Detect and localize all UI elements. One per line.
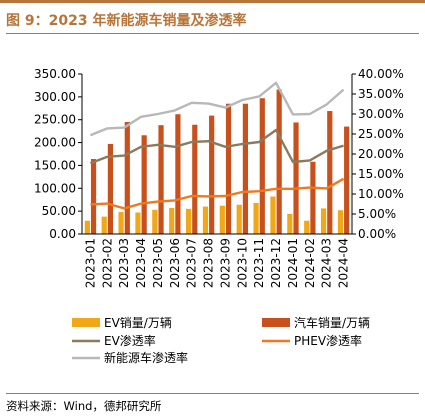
right-tick-label: 30.00%	[358, 107, 404, 121]
plot-area	[84, 81, 350, 235]
x-tick-label: 2023-06	[168, 238, 182, 288]
x-tick-label: 2023-09	[218, 238, 232, 288]
figure-title: 图 9：2023 年新能源车销量及渗透率	[6, 13, 247, 29]
bar	[293, 122, 299, 234]
bar	[337, 210, 344, 234]
bar	[152, 209, 158, 234]
bar	[310, 161, 316, 234]
legend-label: EV销量/万辆	[104, 316, 172, 330]
bar	[236, 204, 242, 234]
bar	[158, 125, 164, 234]
legend-swatch	[72, 318, 100, 327]
x-tick-label: 2023-01	[83, 238, 97, 288]
right-tick-label: 10.00%	[358, 187, 404, 201]
right-tick-label: 20.00%	[358, 147, 404, 161]
bar	[304, 220, 310, 234]
legend-label: 汽车销量/万辆	[294, 315, 370, 330]
bar	[242, 103, 249, 234]
legend-swatch	[262, 318, 290, 327]
line-series-0	[90, 128, 344, 165]
bar	[141, 135, 147, 234]
axes: 0.00 50.00 100.00 150.00 200.00 250.00 300.00 3…	[34, 67, 404, 288]
bar	[276, 89, 282, 235]
title-divider	[6, 33, 419, 34]
left-tick-label: 0.00	[49, 227, 76, 241]
legend-label: PHEV渗透率	[294, 333, 362, 348]
legend-item-2: EV渗透率	[72, 333, 156, 348]
bar	[107, 143, 114, 234]
line-series-2	[89, 81, 345, 137]
x-tick-label: 2024-04	[337, 238, 351, 288]
right-tick-label: 0.00%	[358, 227, 396, 241]
left-tick-label: 350.00	[34, 67, 76, 81]
x-tick-label: 2023-12	[269, 238, 283, 288]
bar	[344, 126, 350, 234]
x-tick-label: 2023-07	[185, 238, 199, 288]
x-tick-label: 2023-08	[202, 238, 216, 288]
bar	[101, 216, 107, 234]
left-tick-label: 150.00	[34, 158, 76, 172]
bar	[90, 159, 97, 234]
bar	[209, 115, 215, 234]
line-series-1	[90, 177, 345, 210]
x-tick-label: 2023-05	[151, 238, 165, 288]
x-tick-label: 2023-11	[252, 238, 266, 288]
right-tick-label: 15.00%	[358, 167, 404, 181]
bar	[225, 103, 232, 234]
left-tick-label: 100.00	[34, 181, 76, 195]
bar	[287, 213, 293, 234]
left-tick-label: 300.00	[34, 90, 76, 104]
bar	[124, 122, 130, 234]
bar	[219, 205, 225, 234]
bar	[192, 124, 198, 234]
bar	[270, 196, 276, 234]
source-note: 资料来源：Wind，德邦研究所	[6, 399, 162, 413]
legend-item-3: PHEV渗透率	[262, 333, 362, 348]
x-tick-label: 2023-02	[100, 238, 114, 288]
bar	[169, 207, 175, 234]
bar-series-1	[90, 89, 350, 235]
right-tick-label: 35.00%	[358, 87, 404, 101]
bar	[118, 212, 124, 234]
left-tick-label: 250.00	[34, 113, 76, 127]
bar	[175, 114, 181, 234]
bar-series-0	[84, 196, 344, 234]
bar	[253, 202, 259, 234]
bar	[185, 208, 192, 234]
bar	[320, 208, 327, 234]
bar	[202, 206, 209, 234]
x-tick-label: 2024-02	[303, 238, 317, 288]
legend-item-1: 汽车销量/万辆	[262, 315, 370, 330]
source-divider	[6, 393, 419, 394]
x-tick-label: 2023-03	[117, 238, 131, 288]
x-tick-label: 2023-10	[235, 238, 249, 288]
right-tick-label: 5.00%	[358, 207, 396, 221]
legend-item-0: EV销量/万辆	[72, 316, 172, 330]
left-tick-label: 200.00	[34, 136, 76, 150]
bar	[259, 98, 265, 234]
x-tick-label: 2024-01	[286, 238, 300, 288]
legend-label: 新能源车渗透率	[104, 350, 188, 365]
x-tick-label: 2023-04	[134, 238, 148, 288]
right-tick-label: 25.00%	[358, 127, 404, 141]
bar	[135, 212, 141, 234]
legend-item-4: 新能源车渗透率	[72, 350, 188, 365]
x-tick-label: 2024-03	[320, 238, 334, 288]
bar	[327, 111, 333, 234]
left-tick-label: 50.00	[42, 204, 76, 218]
right-tick-label: 40.00%	[358, 67, 404, 81]
bar	[84, 220, 90, 234]
legend-label: EV渗透率	[104, 333, 156, 348]
top-accent-line	[0, 0, 425, 3]
